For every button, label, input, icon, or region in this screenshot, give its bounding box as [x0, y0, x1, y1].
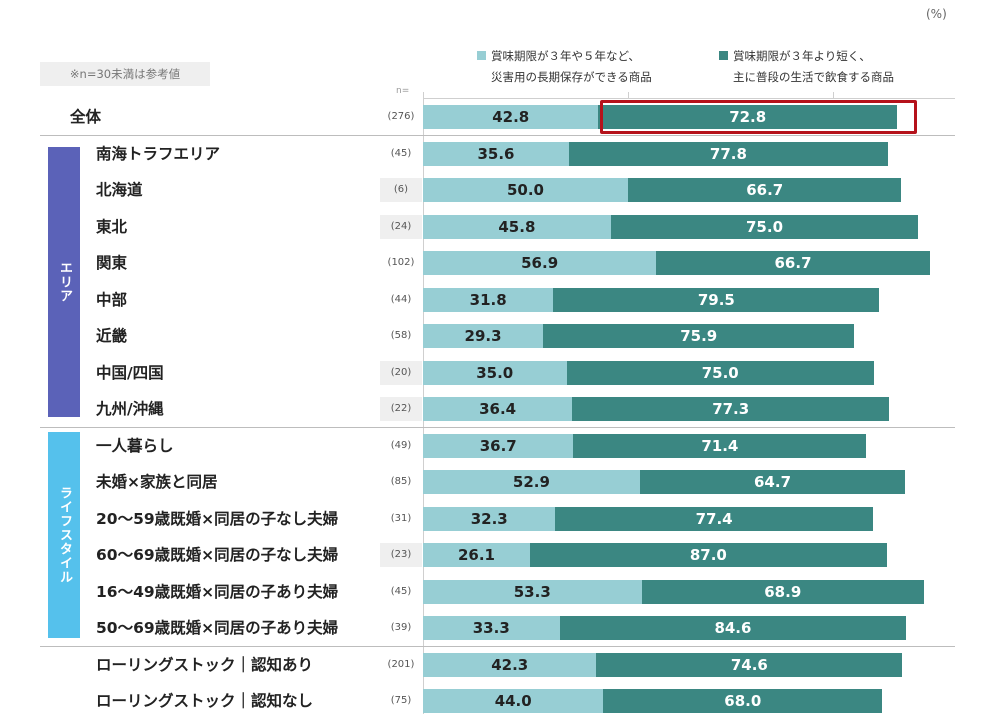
row-n-value: (276) — [387, 111, 415, 122]
row-label: ローリングストック｜認知あり — [96, 656, 314, 674]
row-label: 一人暮らし — [96, 437, 174, 455]
bar-long-term: 26.1 — [423, 543, 530, 567]
bar-long-term: 44.0 — [423, 689, 604, 713]
bar-everyday: 68.9 — [641, 580, 924, 604]
bar-everyday: 75.9 — [543, 324, 855, 348]
bar-long-term: 32.3 — [423, 507, 556, 531]
bar-long-term: 52.9 — [423, 470, 640, 494]
legend-entry-everyday: 賞味期限が３年より短く、 主に普段の生活で飲食する商品 — [719, 46, 894, 88]
row-label: 未婚×家族と同居 — [96, 473, 218, 491]
row-n-value: (24) — [380, 215, 422, 239]
row-n-value: (58) — [390, 330, 412, 341]
axis-tick — [833, 92, 834, 99]
row-n-value: (39) — [390, 622, 412, 633]
bar-long-term: 36.7 — [423, 434, 574, 458]
bar-long-term: 36.4 — [423, 397, 573, 421]
bar-everyday: 79.5 — [553, 288, 880, 312]
row-n-value: (201) — [387, 659, 415, 670]
highlight-box — [600, 100, 917, 134]
bar-long-term: 53.3 — [423, 580, 642, 604]
group-band-area: エリア — [48, 147, 80, 417]
bar-everyday: 75.0 — [610, 215, 919, 239]
bar-long-term: 33.3 — [423, 616, 560, 640]
reference-note: ※n=30未満は参考値 — [40, 62, 210, 86]
row-n-value: (20) — [380, 361, 422, 385]
bar-long-term: 29.3 — [423, 324, 544, 348]
row-n-value: (45) — [390, 148, 412, 159]
row-label: 北海道 — [96, 181, 143, 199]
bar-everyday: 77.3 — [572, 397, 890, 421]
row-label: 全体 — [70, 108, 102, 126]
bar-everyday: 66.7 — [628, 178, 902, 202]
legend-entry-long-term: 賞味期限が３年や５年など、 災害用の長期保存ができる商品 — [477, 46, 652, 88]
legend-everyday-line1: 賞味期限が３年より短く、 — [733, 49, 871, 63]
legend-long-term-line1: 賞味期限が３年や５年など、 — [491, 49, 640, 63]
row-label: ローリングストック｜認知なし — [96, 692, 314, 710]
row-n-value: (102) — [387, 257, 415, 268]
row-label: 中国/四国 — [96, 364, 164, 382]
bar-everyday: 66.7 — [656, 251, 930, 275]
legend-swatch-long-term — [477, 51, 486, 60]
bar-everyday: 87.0 — [530, 543, 887, 567]
legend-everyday-line2: 主に普段の生活で飲食する商品 — [733, 70, 894, 84]
row-n-value: (75) — [390, 695, 412, 706]
row-label: 中部 — [96, 291, 128, 309]
bar-everyday: 71.4 — [573, 434, 867, 458]
row-n-value: (45) — [390, 586, 412, 597]
group-separator — [40, 427, 955, 428]
bar-long-term: 31.8 — [423, 288, 554, 312]
bar-everyday: 74.6 — [596, 653, 903, 677]
row-label: 九州/沖縄 — [96, 400, 164, 418]
bar-everyday: 68.0 — [603, 689, 883, 713]
row-n-value: (49) — [390, 440, 412, 451]
bar-long-term: 56.9 — [423, 251, 657, 275]
bar-long-term: 45.8 — [423, 215, 611, 239]
group-band-lifestyle: ライフスタイル — [48, 432, 80, 638]
bar-long-term: 35.0 — [423, 361, 567, 385]
row-label: 60～69歳既婚×同居の子なし夫婦 — [96, 546, 339, 564]
row-n-value: (23) — [380, 543, 422, 567]
row-label: 16～49歳既婚×同居の子あり夫婦 — [96, 583, 339, 601]
n-column-header: n= — [396, 86, 410, 96]
row-n-value: (85) — [390, 476, 412, 487]
bar-everyday: 64.7 — [639, 470, 906, 494]
row-label: 近畿 — [96, 327, 128, 345]
row-label: 東北 — [96, 218, 128, 236]
group-separator — [40, 646, 955, 647]
row-n-value: (22) — [380, 397, 422, 421]
axis-tick — [423, 92, 424, 99]
legend-long-term-line2: 災害用の長期保存ができる商品 — [491, 70, 652, 84]
row-label: 20～59歳既婚×同居の子なし夫婦 — [96, 510, 339, 528]
group-label-lifestyle: ライフスタイル — [57, 486, 72, 584]
row-n-value: (44) — [390, 294, 412, 305]
bar-long-term: 35.6 — [423, 142, 569, 166]
row-n-value: (6) — [380, 178, 422, 202]
bar-everyday: 84.6 — [559, 616, 907, 640]
legend-swatch-everyday — [719, 51, 728, 60]
bar-everyday: 72.8 — [598, 105, 897, 129]
bar-everyday: 77.4 — [555, 507, 873, 531]
group-separator — [40, 135, 955, 136]
bar-everyday: 77.8 — [568, 142, 888, 166]
bar-everyday: 75.0 — [566, 361, 874, 385]
group-label-area: エリア — [57, 261, 72, 303]
axis-tick — [628, 92, 629, 99]
unit-label: (%) — [926, 7, 947, 21]
row-n-value: (31) — [390, 513, 412, 524]
bar-long-term: 50.0 — [423, 178, 628, 202]
row-label: 南海トラフエリア — [96, 145, 221, 163]
row-label: 関東 — [96, 254, 128, 272]
row-label: 50～69歳既婚×同居の子あり夫婦 — [96, 619, 339, 637]
axis-top-rule — [423, 98, 955, 99]
bar-long-term: 42.3 — [423, 653, 597, 677]
bar-long-term: 42.8 — [423, 105, 599, 129]
